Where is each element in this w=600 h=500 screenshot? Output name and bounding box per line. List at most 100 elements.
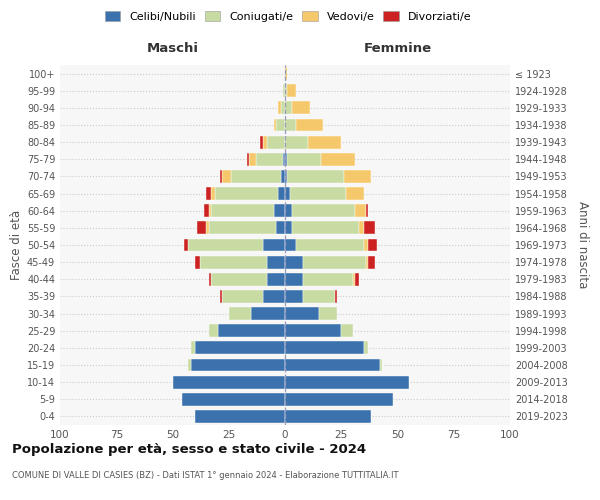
Bar [285,256,303,268]
Bar [335,290,337,303]
Bar [285,238,296,252]
Bar [283,84,285,97]
Bar [287,84,296,97]
Text: Popolazione per età, sesso e stato civile - 2024: Popolazione per età, sesso e stato civil… [12,442,366,456]
Bar [191,342,195,354]
Bar [285,342,364,354]
Bar [263,238,285,252]
Bar [285,290,303,303]
Bar [285,307,319,320]
Bar [285,170,287,183]
Bar [251,307,285,320]
Bar [285,118,296,132]
Bar [303,256,366,268]
Bar [206,222,209,234]
Bar [355,273,359,285]
Bar [211,204,274,217]
Bar [267,136,285,148]
Bar [231,170,281,183]
Bar [195,410,285,423]
Bar [283,153,285,166]
Bar [278,187,285,200]
Bar [204,204,209,217]
Y-axis label: Fasce di età: Fasce di età [10,210,23,280]
Bar [274,118,276,132]
Bar [281,102,285,114]
Bar [182,393,285,406]
Bar [209,273,211,285]
Bar [292,102,310,114]
Bar [220,170,222,183]
Bar [319,307,337,320]
Bar [209,222,276,234]
Bar [321,153,355,166]
Text: Femmine: Femmine [364,42,431,54]
Bar [285,153,287,166]
Bar [206,187,211,200]
Bar [359,222,364,234]
Bar [343,170,371,183]
Bar [285,393,393,406]
Bar [303,273,353,285]
Bar [281,170,285,183]
Bar [296,118,323,132]
Bar [274,204,285,217]
Bar [199,256,267,268]
Bar [285,204,292,217]
Bar [247,153,249,166]
Y-axis label: Anni di nascita: Anni di nascita [576,202,589,288]
Bar [222,170,231,183]
Bar [355,204,366,217]
Bar [368,238,377,252]
Bar [276,118,285,132]
Bar [209,324,218,337]
Bar [249,153,256,166]
Bar [346,187,364,200]
Bar [287,153,321,166]
Bar [308,136,341,148]
Bar [366,256,368,268]
Bar [292,204,355,217]
Bar [191,358,285,372]
Bar [278,102,281,114]
Bar [296,238,364,252]
Bar [267,256,285,268]
Bar [364,222,375,234]
Bar [341,324,353,337]
Bar [218,324,285,337]
Bar [285,324,341,337]
Bar [215,187,278,200]
Text: Maschi: Maschi [146,42,199,54]
Bar [364,342,368,354]
Text: COMUNE DI VALLE DI CASIES (BZ) - Dati ISTAT 1° gennaio 2024 - Elaborazione TUTTI: COMUNE DI VALLE DI CASIES (BZ) - Dati IS… [12,471,398,480]
Bar [184,238,188,252]
Bar [195,342,285,354]
Bar [353,273,355,285]
Bar [267,273,285,285]
Bar [263,290,285,303]
Bar [220,290,222,303]
Bar [368,256,375,268]
Bar [256,153,283,166]
Legend: Celibi/Nubili, Coniugati/e, Vedovi/e, Divorziati/e: Celibi/Nubili, Coniugati/e, Vedovi/e, Di… [101,8,475,25]
Bar [285,376,409,388]
Bar [195,256,199,268]
Bar [197,222,206,234]
Bar [366,204,368,217]
Bar [211,273,267,285]
Bar [285,410,371,423]
Bar [287,170,343,183]
Bar [229,307,251,320]
Bar [380,358,382,372]
Bar [211,187,215,200]
Bar [285,187,290,200]
Bar [303,290,335,303]
Bar [285,102,292,114]
Bar [222,290,263,303]
Bar [173,376,285,388]
Bar [276,222,285,234]
Bar [285,273,303,285]
Bar [188,358,191,372]
Bar [188,238,263,252]
Bar [290,187,346,200]
